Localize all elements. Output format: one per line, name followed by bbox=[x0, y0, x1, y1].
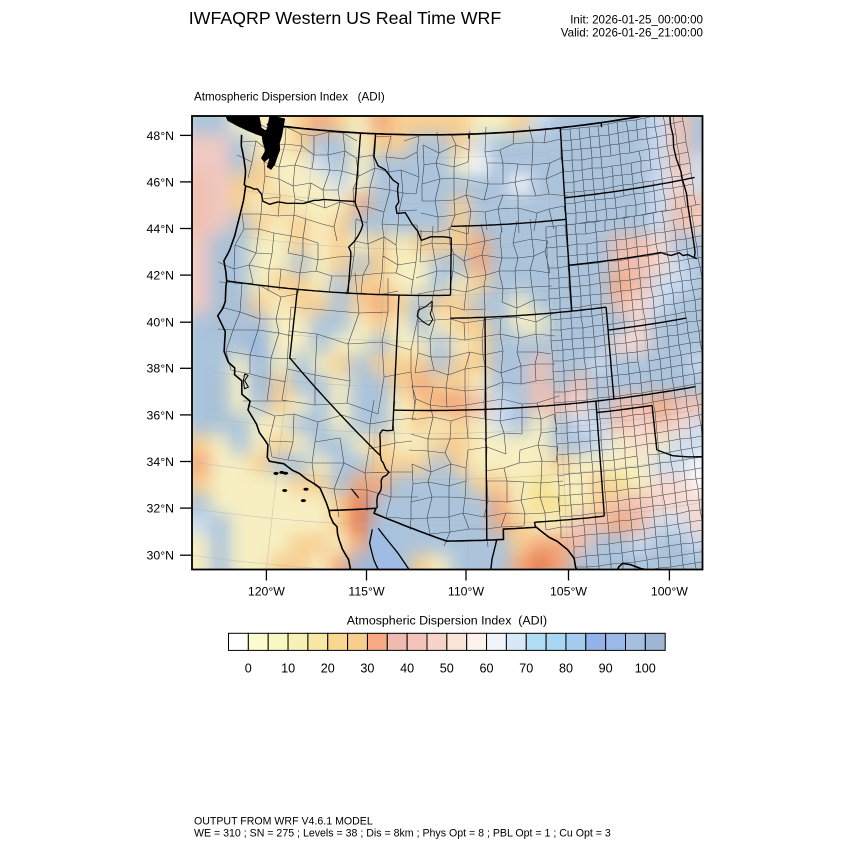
svg-text:115°W: 115°W bbox=[348, 584, 385, 598]
svg-text:Atmospheric Dispersion Index: Atmospheric Dispersion Index (ADI) bbox=[347, 614, 547, 628]
svg-text:48°N: 48°N bbox=[147, 129, 174, 143]
svg-text:38°N: 38°N bbox=[147, 362, 174, 376]
svg-text:32°N: 32°N bbox=[147, 502, 174, 516]
svg-text:40°N: 40°N bbox=[147, 316, 174, 330]
svg-text:44°N: 44°N bbox=[147, 222, 174, 236]
svg-text:Atmospheric Dispersion Index: Atmospheric Dispersion Index (ADI) bbox=[194, 90, 385, 103]
svg-text:36°N: 36°N bbox=[147, 408, 174, 422]
svg-text:30°N: 30°N bbox=[147, 549, 174, 563]
svg-text:70: 70 bbox=[519, 661, 533, 675]
svg-text:90: 90 bbox=[599, 661, 613, 675]
svg-text:110°W: 110°W bbox=[448, 584, 485, 598]
svg-text:Valid: 2026-01-26_21:00:00: Valid: 2026-01-26_21:00:00 bbox=[561, 27, 703, 40]
svg-text:10: 10 bbox=[281, 661, 295, 675]
svg-text:34°N: 34°N bbox=[147, 455, 174, 469]
svg-text:100°W: 100°W bbox=[651, 584, 688, 598]
svg-text:40: 40 bbox=[400, 661, 414, 675]
svg-text:120°W: 120°W bbox=[248, 584, 285, 598]
svg-text:46°N: 46°N bbox=[147, 175, 174, 189]
svg-text:WE = 310 ; SN = 275 ; Levels =: WE = 310 ; SN = 275 ; Levels = 38 ; Dis … bbox=[194, 828, 611, 840]
svg-text:50: 50 bbox=[440, 661, 454, 675]
svg-text:20: 20 bbox=[321, 661, 335, 675]
svg-text:60: 60 bbox=[479, 661, 493, 675]
svg-text:42°N: 42°N bbox=[147, 269, 174, 283]
svg-text:30: 30 bbox=[360, 661, 374, 675]
svg-text:OUTPUT FROM WRF V4.6.1 MODEL: OUTPUT FROM WRF V4.6.1 MODEL bbox=[194, 815, 373, 827]
svg-text:IWFAQRP Western US Real Time W: IWFAQRP Western US Real Time WRF bbox=[189, 8, 502, 28]
svg-text:105°W: 105°W bbox=[550, 584, 587, 598]
svg-text:100: 100 bbox=[635, 661, 656, 675]
svg-text:Init: 2026-01-25_00:00:00: Init: 2026-01-25_00:00:00 bbox=[570, 14, 703, 27]
svg-text:80: 80 bbox=[559, 661, 573, 675]
svg-text:0: 0 bbox=[245, 661, 252, 675]
